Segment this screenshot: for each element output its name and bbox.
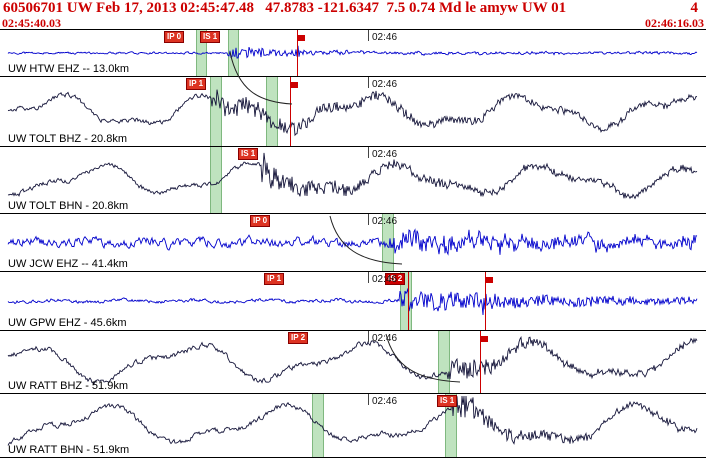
trace-panel[interactable]: IP 0 IS 1 02:46 UW HTW EHZ -- 13.0km [0, 30, 706, 77]
pick-uncertainty-band[interactable] [312, 394, 324, 457]
coda-mark-line[interactable] [408, 272, 409, 330]
minute-tick [368, 394, 369, 405]
pick-flag[interactable]: IS 2 [385, 273, 406, 285]
coda-mark-line[interactable] [290, 77, 291, 146]
minute-label: 02:46 [372, 149, 398, 160]
pick-flag[interactable]: IS 1 [200, 31, 221, 43]
station-label: UW TOLT BHN - 20.8km [8, 200, 129, 212]
station-label: UW TOLT BHZ - 20.8km [8, 133, 127, 145]
waveform [7, 288, 698, 316]
window-end-time: 02:46:16.03 [645, 16, 704, 30]
coda-mark-flag[interactable] [291, 82, 298, 88]
pick-uncertainty-band[interactable] [445, 394, 457, 457]
minute-label: 02:46 [372, 274, 398, 285]
waveform [7, 336, 698, 386]
trace-panel[interactable]: IP 0 02:46 UW JCW EHZ -- 41.4km [0, 214, 706, 272]
waveform [7, 152, 698, 200]
pick-flag[interactable]: IS 1 [238, 148, 259, 160]
station-label: UW GPW EHZ - 45.6km [8, 317, 127, 329]
coda-mark-line[interactable] [297, 30, 298, 76]
trace-panel[interactable]: IS 1 02:46 UW TOLT BHN - 20.8km [0, 147, 706, 214]
coda-mark-flag[interactable] [481, 336, 488, 342]
minute-label: 02:46 [372, 32, 398, 43]
trace-panel[interactable]: IS 1 02:46 UW RATT BHN - 51.9km [0, 394, 706, 458]
pick-flag[interactable]: IP 0 [250, 215, 271, 227]
event-header: 60506701 UW Feb 17, 2013 02:45:47.48 47.… [3, 0, 567, 16]
pick-flag[interactable]: IP 1 [186, 78, 207, 90]
waveform [7, 395, 698, 446]
minute-tick [368, 77, 369, 88]
window-start-time: 02:45:40.03 [2, 16, 61, 30]
trace-panels-container: IP 0 IS 1 02:46 UW HTW EHZ -- 13.0km IP 1 02:… [0, 29, 706, 458]
waveform [7, 45, 698, 59]
minute-label: 02:46 [372, 79, 398, 90]
minute-tick [368, 331, 369, 342]
minute-tick [368, 214, 369, 225]
pick-uncertainty-band[interactable] [210, 77, 222, 146]
coda-mark-line[interactable] [480, 331, 481, 393]
event-header-count: 4 [690, 0, 699, 16]
trace-panel[interactable]: IP 1 IS 2 02:46 UW GPW EHZ - 45.6km [0, 272, 706, 331]
station-label: UW HTW EHZ -- 13.0km [8, 63, 129, 75]
trace-panel[interactable]: IP 1 02:46 UW TOLT BHZ - 20.8km [0, 77, 706, 147]
minute-tick [368, 30, 369, 41]
minute-label: 02:46 [372, 396, 398, 407]
trace-panel[interactable]: IP 2 02:46 UW RATT BHZ - 51.9km [0, 331, 706, 394]
coda-mark-flag[interactable] [486, 277, 493, 283]
pick-uncertainty-band[interactable] [400, 272, 412, 330]
minute-label: 02:46 [372, 216, 398, 227]
minute-label: 02:46 [372, 333, 398, 344]
station-label: UW RATT BHN - 51.9km [8, 444, 130, 456]
pick-flag[interactable]: IP 2 [288, 332, 309, 344]
station-label: UW JCW EHZ -- 41.4km [8, 258, 128, 270]
waveform [7, 89, 698, 137]
minute-tick [368, 147, 369, 158]
coda-mark-flag[interactable] [298, 35, 305, 41]
minute-tick [368, 272, 369, 283]
station-label: UW RATT BHZ - 51.9km [8, 380, 128, 392]
coda-mark-line[interactable] [485, 272, 486, 330]
pick-flag[interactable]: IP 1 [264, 273, 285, 285]
pick-flag[interactable]: IS 1 [437, 395, 458, 407]
pick-flag[interactable]: IP 0 [164, 31, 185, 43]
